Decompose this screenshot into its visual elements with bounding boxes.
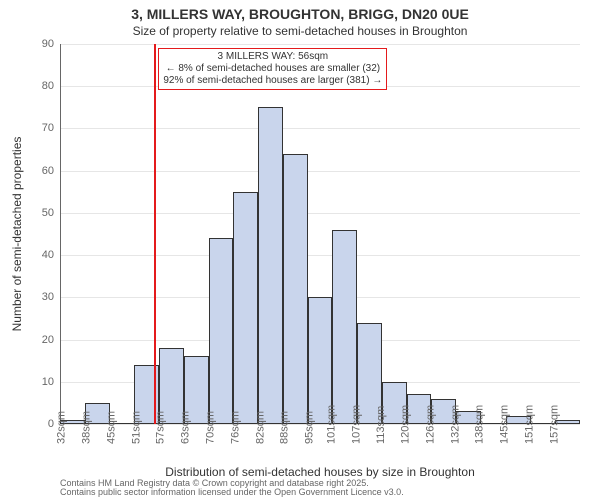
reference-line bbox=[154, 44, 156, 424]
chart-title: 3, MILLERS WAY, BROUGHTON, BRIGG, DN20 0… bbox=[0, 6, 600, 22]
bar-slot: 120sqm bbox=[407, 44, 432, 424]
x-tick-label: 76sqm bbox=[229, 411, 241, 444]
y-tick-label: 60 bbox=[42, 165, 54, 177]
x-tick-label: 45sqm bbox=[105, 411, 117, 444]
x-axis-label: Distribution of semi-detached houses by … bbox=[60, 465, 580, 479]
plot-inner: 32sqm38sqm45sqm51sqm57sqm63sqm70sqm76sqm… bbox=[60, 44, 580, 424]
x-tick-label: 101sqm bbox=[325, 405, 337, 444]
annotation-line: 3 MILLERS WAY: 56sqm bbox=[163, 51, 382, 63]
x-tick-label: 126sqm bbox=[424, 405, 436, 444]
x-tick-label: 38sqm bbox=[81, 411, 93, 444]
copyright-line-2: Contains public sector information licen… bbox=[60, 488, 404, 497]
bar-slot: 82sqm bbox=[258, 44, 283, 424]
bar-slot: 63sqm bbox=[184, 44, 209, 424]
y-tick-label: 90 bbox=[42, 38, 54, 50]
x-tick-label: 145sqm bbox=[499, 405, 511, 444]
bar-slot: 132sqm bbox=[456, 44, 481, 424]
y-tick-label: 20 bbox=[42, 334, 54, 346]
bar-slot: 38sqm bbox=[85, 44, 110, 424]
x-tick-label: 88sqm bbox=[279, 411, 291, 444]
x-tick-label: 57sqm bbox=[155, 411, 167, 444]
x-tick-label: 113sqm bbox=[375, 406, 387, 444]
bar-slot: 32sqm bbox=[60, 44, 85, 424]
histogram-bar bbox=[258, 107, 283, 424]
annotation-box: 3 MILLERS WAY: 56sqm← 8% of semi-detache… bbox=[158, 48, 387, 90]
bar-slot: 113sqm bbox=[382, 44, 407, 424]
bar-slot: 138sqm bbox=[481, 44, 506, 424]
bar-slot: 70sqm bbox=[209, 44, 234, 424]
x-tick-label: 63sqm bbox=[180, 411, 192, 444]
x-tick-label: 70sqm bbox=[204, 411, 216, 444]
bars-group: 32sqm38sqm45sqm51sqm57sqm63sqm70sqm76sqm… bbox=[60, 44, 580, 424]
x-tick-label: 132sqm bbox=[449, 405, 461, 444]
bar-slot: 145sqm bbox=[506, 44, 531, 424]
y-tick-label: 0 bbox=[48, 418, 54, 430]
y-tick-label: 50 bbox=[42, 207, 54, 219]
x-tick-label: 120sqm bbox=[400, 405, 412, 444]
chart-subtitle: Size of property relative to semi-detach… bbox=[0, 24, 600, 38]
x-tick-label: 82sqm bbox=[254, 411, 266, 444]
y-tick-label: 30 bbox=[42, 291, 54, 303]
x-tick-label: 138sqm bbox=[474, 405, 486, 444]
bar-slot: 88sqm bbox=[283, 44, 308, 424]
copyright-notice: Contains HM Land Registry data © Crown c… bbox=[60, 479, 404, 497]
x-tick-label: 95sqm bbox=[304, 411, 316, 444]
bar-slot: 95sqm bbox=[308, 44, 333, 424]
bar-slot: 45sqm bbox=[110, 44, 135, 424]
histogram-bar bbox=[233, 192, 258, 424]
bar-slot: 107sqm bbox=[357, 44, 382, 424]
bar-slot: 101sqm bbox=[332, 44, 357, 424]
x-tick-label: 151sqm bbox=[523, 405, 535, 444]
y-tick-label: 40 bbox=[42, 249, 54, 261]
x-tick-label: 107sqm bbox=[350, 405, 362, 444]
x-tick-label: 51sqm bbox=[130, 411, 142, 444]
bar-slot: 76sqm bbox=[233, 44, 258, 424]
bar-slot: 126sqm bbox=[431, 44, 456, 424]
bar-slot: 57sqm bbox=[159, 44, 184, 424]
x-tick-label: 157sqm bbox=[548, 405, 560, 444]
plot-area: 32sqm38sqm45sqm51sqm57sqm63sqm70sqm76sqm… bbox=[60, 44, 580, 424]
histogram-bar bbox=[332, 230, 357, 424]
y-tick-label: 70 bbox=[42, 122, 54, 134]
y-tick-label: 80 bbox=[42, 80, 54, 92]
histogram-bar bbox=[209, 238, 234, 424]
bar-slot: 151sqm bbox=[531, 44, 556, 424]
y-tick-label: 10 bbox=[42, 376, 54, 388]
x-tick-label: 32sqm bbox=[56, 411, 68, 444]
y-axis-label: Number of semi-detached properties bbox=[10, 44, 24, 424]
chart-container: 3, MILLERS WAY, BROUGHTON, BRIGG, DN20 0… bbox=[0, 0, 600, 500]
bar-slot: 157sqm bbox=[555, 44, 580, 424]
histogram-bar bbox=[283, 154, 308, 424]
annotation-line: 92% of semi-detached houses are larger (… bbox=[163, 75, 382, 87]
annotation-line: ← 8% of semi-detached houses are smaller… bbox=[163, 63, 382, 75]
